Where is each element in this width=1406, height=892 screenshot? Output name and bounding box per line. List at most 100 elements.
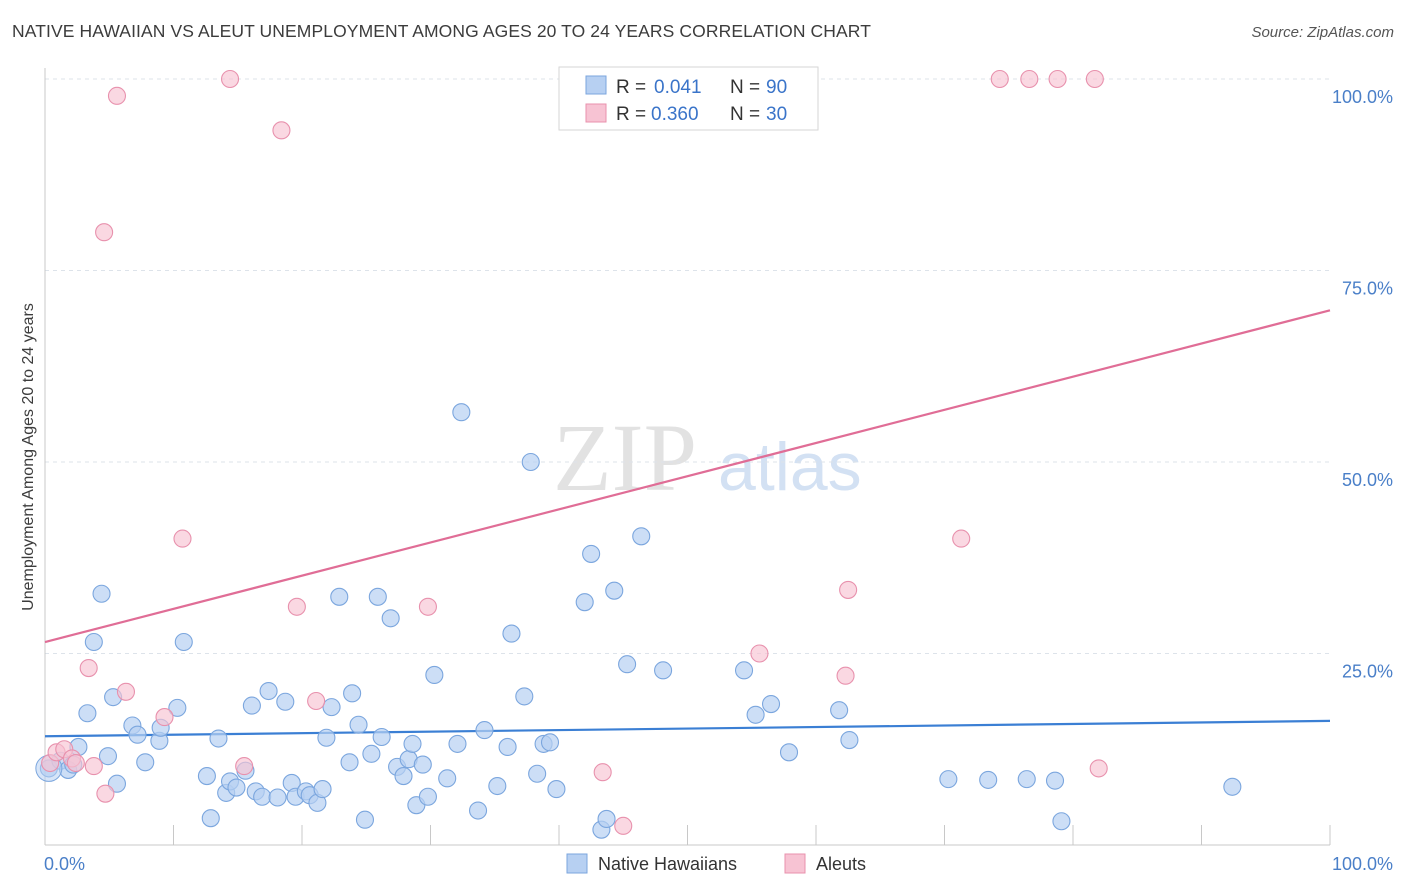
native-hawaiians-point-83 xyxy=(840,731,859,750)
legend-n-label-2: N = xyxy=(730,104,760,125)
legend-r-value-2: 0.360 xyxy=(651,104,699,125)
native-hawaiians-point-49 xyxy=(394,767,413,786)
native-hawaiians-point-43 xyxy=(355,810,375,829)
aleuts-point-20 xyxy=(750,644,769,663)
legend-r-label-2: R = xyxy=(616,104,646,125)
native-hawaiians-point-87 xyxy=(1045,771,1065,790)
aleuts-point-24 xyxy=(990,69,1009,89)
native-hawaiians-point-63 xyxy=(502,624,521,643)
native-hawaiians-point-46 xyxy=(372,727,391,747)
native-hawaiians-point-17 xyxy=(174,632,193,652)
native-hawaiians-point-54 xyxy=(418,787,437,806)
aleuts-point-10 xyxy=(116,682,136,701)
native-hawaiians-point-82 xyxy=(830,701,849,720)
native-hawaiians-point-89 xyxy=(1223,777,1242,796)
native-hawaiians-point-88 xyxy=(1052,812,1071,831)
native-hawaiians-point-37 xyxy=(317,728,336,747)
native-hawaiians-point-44 xyxy=(362,744,381,763)
native-hawaiians-point-73 xyxy=(597,809,616,829)
native-hawaiians-point-47 xyxy=(381,609,400,628)
aleuts-point-27 xyxy=(1085,69,1104,89)
native-hawaiians-point-20 xyxy=(209,729,228,748)
tick-labels: 100.0% 75.0% 50.0% 25.0% 0.0% 100.0% xyxy=(44,87,1393,874)
native-hawaiians-point-77 xyxy=(654,661,673,680)
aleuts-points xyxy=(41,69,1108,835)
y-axis-title: Unemployment Among Ages 20 to 24 years xyxy=(20,303,37,611)
legend-n-value-1: 90 xyxy=(766,77,787,98)
aleuts-point-11 xyxy=(155,708,174,727)
native-hawaiians-point-23 xyxy=(227,778,246,797)
native-hawaiians-point-74 xyxy=(605,581,624,600)
bottom-legend-swatch-pink xyxy=(784,853,806,874)
native-hawaiians-point-16 xyxy=(168,698,187,717)
aleuts-point-6 xyxy=(84,757,103,776)
aleuts-point-28 xyxy=(1089,759,1108,778)
native-hawaiians-point-75 xyxy=(618,655,637,674)
native-hawaiians-point-66 xyxy=(528,764,547,783)
native-hawaiians-point-6 xyxy=(84,632,103,652)
aleuts-point-4 xyxy=(66,753,85,773)
aleuts-point-17 xyxy=(418,597,437,616)
native-hawaiians-point-69 xyxy=(547,780,566,799)
aleuts-point-16 xyxy=(307,691,326,711)
native-hawaiians-point-71 xyxy=(582,544,601,563)
native-hawaiians-point-19 xyxy=(201,809,220,828)
native-hawaiians-point-55 xyxy=(425,665,444,684)
native-hawaiians-point-30 xyxy=(276,692,295,711)
native-hawaiians-point-61 xyxy=(488,776,507,796)
native-hawaiians-point-45 xyxy=(368,587,387,606)
aleuts-point-22 xyxy=(839,580,858,599)
native-hawaiians-point-53 xyxy=(413,755,432,774)
bottom-legend-label-aleuts: Aleuts xyxy=(816,854,866,874)
aleuts-point-18 xyxy=(593,763,612,782)
native-hawaiians-point-56 xyxy=(438,769,457,788)
legend-swatch-blue xyxy=(585,75,607,95)
aleuts-point-5 xyxy=(79,659,98,678)
watermark-zip: ZIP xyxy=(553,404,697,511)
x-tick-label-0: 0.0% xyxy=(44,854,85,874)
native-hawaiians-point-29 xyxy=(268,788,287,807)
native-hawaiians-point-86 xyxy=(1017,770,1036,789)
axes xyxy=(44,68,1331,846)
native-hawaiians-point-57 xyxy=(448,734,467,753)
y-tick-label-2: 50.0% xyxy=(1342,470,1393,490)
native-hawaiians-point-58 xyxy=(452,403,471,422)
native-hawaiians-points xyxy=(35,403,1242,839)
chart-title: NATIVE HAWAIIAN VS ALEUT UNEMPLOYMENT AM… xyxy=(12,21,872,41)
legend-swatch-pink xyxy=(585,103,607,123)
bottom-legend-label-native-hawaiians: Native Hawaiians xyxy=(598,854,737,874)
native-hawaiians-point-28 xyxy=(259,681,278,701)
legend-n-label-1: N = xyxy=(730,77,760,98)
native-hawaiians-point-41 xyxy=(343,684,362,703)
native-hawaiians-point-25 xyxy=(242,696,261,715)
aleuts-point-7 xyxy=(95,223,114,242)
aleuts-point-26 xyxy=(1048,69,1067,89)
native-hawaiians-point-18 xyxy=(197,767,216,786)
native-hawaiians-point-80 xyxy=(761,695,781,714)
aleuts-point-23 xyxy=(952,529,971,548)
y-tick-label-3: 25.0% xyxy=(1342,662,1393,682)
bottom-legend-swatch-blue xyxy=(566,853,588,874)
aleuts-trend-line xyxy=(44,309,1331,644)
native-hawaiians-point-5 xyxy=(78,704,97,723)
native-hawaiians-point-12 xyxy=(128,725,147,744)
correlation-legend: R = 0.041 N = 90 R = 0.360 N = 30 xyxy=(558,66,819,131)
native-hawaiians-point-85 xyxy=(979,770,998,789)
native-hawaiians-point-38 xyxy=(322,698,341,717)
native-hawaiians-point-78 xyxy=(734,661,754,680)
native-hawaiians-point-42 xyxy=(349,715,368,734)
source-credit: Source: ZipAtlas.com xyxy=(1251,24,1394,41)
native-hawaiians-point-40 xyxy=(340,753,359,772)
native-hawaiians-point-8 xyxy=(98,747,118,766)
native-hawaiians-point-76 xyxy=(632,527,651,546)
native-hawaiians-point-13 xyxy=(136,753,155,772)
aleuts-point-29 xyxy=(235,757,254,776)
aleuts-point-8 xyxy=(96,784,115,803)
aleuts-point-12 xyxy=(173,529,192,548)
aleuts-point-21 xyxy=(836,666,855,685)
native-hawaiians-point-39 xyxy=(330,587,349,606)
trend-lines xyxy=(44,309,1331,738)
native-hawaiians-point-10 xyxy=(107,774,127,793)
native-hawaiians-point-70 xyxy=(575,593,594,612)
